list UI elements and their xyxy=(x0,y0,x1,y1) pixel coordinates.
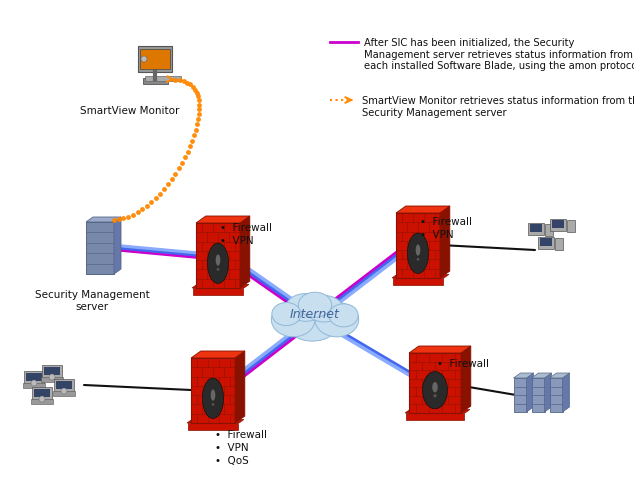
FancyBboxPatch shape xyxy=(41,377,63,382)
FancyBboxPatch shape xyxy=(540,238,552,246)
Polygon shape xyxy=(235,351,245,423)
Polygon shape xyxy=(240,216,250,288)
FancyBboxPatch shape xyxy=(34,389,50,397)
Polygon shape xyxy=(86,222,114,274)
Text: •  Firewall: • Firewall xyxy=(437,359,489,369)
Ellipse shape xyxy=(216,255,221,266)
Text: Internet: Internet xyxy=(290,307,340,320)
FancyBboxPatch shape xyxy=(44,367,60,375)
Text: SmartView Monitor: SmartView Monitor xyxy=(81,106,179,116)
Ellipse shape xyxy=(61,388,67,394)
Text: After SIC has been initialized, the Security
Management server retrieves status : After SIC has been initialized, the Secu… xyxy=(364,38,634,71)
Text: •  Firewall: • Firewall xyxy=(215,430,267,440)
Polygon shape xyxy=(191,358,235,423)
FancyBboxPatch shape xyxy=(188,423,238,430)
FancyBboxPatch shape xyxy=(56,381,72,389)
Ellipse shape xyxy=(49,374,55,380)
Polygon shape xyxy=(396,213,440,278)
FancyBboxPatch shape xyxy=(545,224,553,236)
Ellipse shape xyxy=(284,298,341,341)
FancyBboxPatch shape xyxy=(30,399,53,404)
FancyBboxPatch shape xyxy=(393,278,443,285)
Polygon shape xyxy=(531,373,552,378)
FancyBboxPatch shape xyxy=(555,238,563,250)
Polygon shape xyxy=(526,373,533,412)
FancyBboxPatch shape xyxy=(23,383,45,388)
Text: Security Management
server: Security Management server xyxy=(35,290,150,312)
Ellipse shape xyxy=(31,380,37,386)
FancyBboxPatch shape xyxy=(538,237,554,249)
FancyBboxPatch shape xyxy=(550,219,566,231)
Polygon shape xyxy=(550,373,569,378)
Polygon shape xyxy=(405,409,470,413)
Text: •  Firewall: • Firewall xyxy=(420,217,472,227)
Polygon shape xyxy=(86,217,121,222)
Polygon shape xyxy=(461,346,471,413)
Ellipse shape xyxy=(271,302,315,337)
Ellipse shape xyxy=(299,292,332,318)
Ellipse shape xyxy=(434,394,437,397)
FancyBboxPatch shape xyxy=(406,413,464,420)
Polygon shape xyxy=(191,351,245,358)
FancyBboxPatch shape xyxy=(26,373,42,381)
Polygon shape xyxy=(562,373,569,412)
FancyBboxPatch shape xyxy=(552,220,564,228)
FancyBboxPatch shape xyxy=(527,223,545,235)
FancyBboxPatch shape xyxy=(42,365,62,379)
FancyBboxPatch shape xyxy=(138,46,172,72)
Ellipse shape xyxy=(39,396,45,402)
Polygon shape xyxy=(531,378,545,412)
Ellipse shape xyxy=(217,268,219,271)
FancyBboxPatch shape xyxy=(143,77,167,84)
Ellipse shape xyxy=(315,302,359,337)
Polygon shape xyxy=(196,216,250,223)
Polygon shape xyxy=(196,223,240,288)
FancyBboxPatch shape xyxy=(32,387,52,401)
Polygon shape xyxy=(514,378,526,412)
FancyBboxPatch shape xyxy=(23,371,44,385)
Polygon shape xyxy=(514,373,533,378)
Ellipse shape xyxy=(408,233,429,273)
Ellipse shape xyxy=(329,304,358,327)
Ellipse shape xyxy=(272,302,301,326)
Ellipse shape xyxy=(212,403,214,406)
Polygon shape xyxy=(114,217,121,274)
FancyBboxPatch shape xyxy=(140,49,170,69)
FancyBboxPatch shape xyxy=(53,391,75,396)
Polygon shape xyxy=(192,285,249,288)
Ellipse shape xyxy=(416,244,420,256)
Polygon shape xyxy=(409,346,471,353)
FancyBboxPatch shape xyxy=(531,224,541,232)
Ellipse shape xyxy=(432,382,437,393)
Ellipse shape xyxy=(417,258,420,261)
Polygon shape xyxy=(396,206,450,213)
Ellipse shape xyxy=(210,390,216,401)
Polygon shape xyxy=(409,353,461,413)
Text: SmartView Monitor retrieves status information from the
Security Management serv: SmartView Monitor retrieves status infor… xyxy=(362,96,634,118)
Ellipse shape xyxy=(141,56,147,62)
FancyBboxPatch shape xyxy=(145,76,181,80)
Polygon shape xyxy=(392,274,449,278)
FancyBboxPatch shape xyxy=(193,288,243,295)
Polygon shape xyxy=(545,373,552,412)
Ellipse shape xyxy=(286,294,325,321)
Text: •  VPN: • VPN xyxy=(420,230,453,240)
Text: •  VPN: • VPN xyxy=(215,443,249,453)
FancyBboxPatch shape xyxy=(567,220,575,232)
Polygon shape xyxy=(550,378,562,412)
Ellipse shape xyxy=(306,296,343,322)
Text: •  VPN: • VPN xyxy=(220,236,254,246)
Ellipse shape xyxy=(422,372,448,409)
Text: •  QoS: • QoS xyxy=(215,456,249,466)
FancyBboxPatch shape xyxy=(54,379,74,393)
Polygon shape xyxy=(440,206,450,278)
Ellipse shape xyxy=(202,378,224,419)
Polygon shape xyxy=(187,420,244,423)
Ellipse shape xyxy=(207,243,229,284)
Text: •  Firewall: • Firewall xyxy=(220,223,272,233)
